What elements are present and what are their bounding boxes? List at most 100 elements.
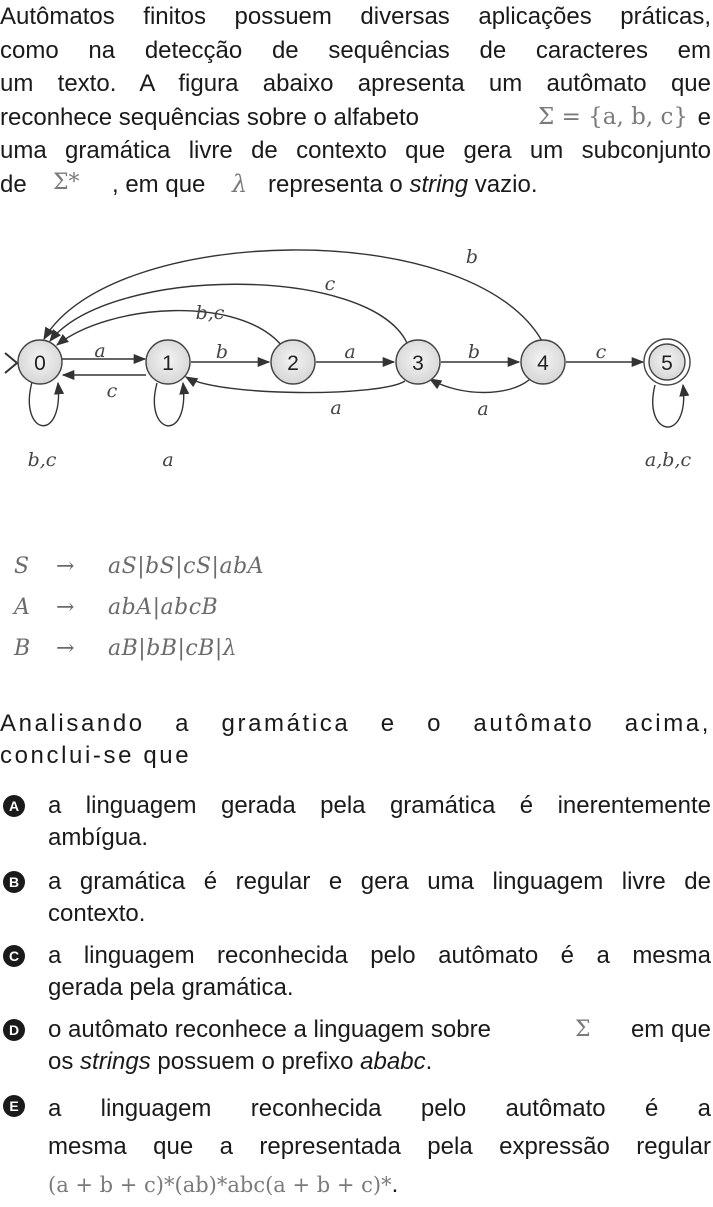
option-b-line-2: contexto. xyxy=(48,900,146,927)
intro-line-1: Autômatos finitos possuem diversas aplic… xyxy=(0,3,711,30)
sigma-star: Σ* xyxy=(53,169,80,195)
option-a[interactable]: A a linguagem gerada pela gramática é in… xyxy=(0,790,713,856)
option-d-os: os xyxy=(48,1048,74,1075)
intro-line-5: uma gramática livre de contexto que gera… xyxy=(0,137,711,164)
option-d[interactable]: D o autômato reconhece a linguagem sobre… xyxy=(0,1014,713,1080)
label-loop-5: a,b,c xyxy=(645,449,692,471)
intro-line-6-tail: representa o string vazio. xyxy=(268,168,538,202)
label-3-0: c xyxy=(325,273,336,295)
option-b-line-1: a gramática é regular e gera uma linguag… xyxy=(48,868,711,895)
question-line-1: Analisando a gramática e o autômato acim… xyxy=(0,710,711,737)
label-3-1: a xyxy=(330,397,341,419)
rule-rhs: aB|bB|cB|λ xyxy=(108,636,238,661)
grammar-rule-s: S → aS|bS|cS|abA xyxy=(14,546,264,587)
state-label-4: 4 xyxy=(537,352,549,375)
state-label-3: 3 xyxy=(412,352,424,375)
edge-3-1 xyxy=(184,376,406,394)
option-c-line-1: a linguagem reconhecida pelo autômato é … xyxy=(48,942,711,969)
state-1 xyxy=(145,339,191,385)
option-e-line-1: a linguagem reconhecida pelo autômato é … xyxy=(48,1095,711,1122)
option-text: o autômato reconhece a linguagem sobre Σ… xyxy=(48,1014,711,1078)
option-badge-b: B xyxy=(3,871,25,893)
rule-lhs: S xyxy=(14,554,30,579)
option-badge-d: D xyxy=(3,1019,25,1041)
option-text: a linguagem reconhecida pelo autômato é … xyxy=(48,1090,711,1204)
label-2-3: a xyxy=(344,341,355,363)
option-text: a gramática é regular e gera uma linguag… xyxy=(48,866,711,930)
option-d-prefix-text: possuem o prefixo xyxy=(157,1048,354,1075)
option-c-line-2: gerada pela gramática. xyxy=(48,974,294,1001)
option-d-line-1: o autômato reconhece a linguagem sobre Σ… xyxy=(48,1014,711,1046)
rule-lhs: B xyxy=(14,636,31,661)
edge-4-3 xyxy=(428,378,531,394)
automaton-diagram: 0 1 2 3 4 5 a c b a b a c a b,c c b b,c … xyxy=(4,246,692,471)
lambda-symbol: λ xyxy=(232,169,248,198)
option-badge-e: E xyxy=(3,1095,25,1117)
intro-line-6: de Σ* , em que λ representa o string vaz… xyxy=(0,168,711,202)
intro-line-6-represents: representa o xyxy=(268,170,403,198)
edge-3-0 xyxy=(49,283,408,344)
grammar-rule-b: B → aB|bB|cB|λ xyxy=(14,628,264,669)
state-5-accepting xyxy=(643,338,691,386)
label-4-5: c xyxy=(596,341,607,363)
intro-line-2: como na detecção de sequências de caract… xyxy=(0,36,711,64)
option-e-line-2: mesma que a representada pela expressão … xyxy=(48,1133,711,1160)
loop-0 xyxy=(28,381,65,427)
option-d-prefix: ababc xyxy=(360,1048,426,1075)
option-d-strings: strings xyxy=(80,1048,151,1075)
intro-paragraph: Autômatos finitos possuem diversas aplic… xyxy=(0,0,711,201)
option-d-text-a: o autômato reconhece a linguagem sobre xyxy=(48,1016,491,1043)
grammar-rules: S → aS|bS|cS|abA A → abA|abcB B → aB|bB|… xyxy=(14,546,264,669)
option-e[interactable]: E a linguagem reconhecida pelo autômato … xyxy=(0,1090,713,1205)
option-text: a linguagem reconhecida pelo autômato é … xyxy=(48,940,711,1004)
state-label-0: 0 xyxy=(34,352,46,375)
label-1-2: b xyxy=(216,341,228,363)
rule-arrow: → xyxy=(56,636,75,661)
edge-2-0 xyxy=(56,309,283,347)
option-b[interactable]: B a gramática é regular e gera uma lingu… xyxy=(0,866,713,932)
intro-line-6-vazio: vazio. xyxy=(474,170,538,198)
label-4-0: b xyxy=(466,246,478,268)
option-a-line-1: a linguagem gerada pela gramática é iner… xyxy=(48,792,711,819)
state-2 xyxy=(270,339,316,385)
option-badge-a: A xyxy=(3,795,25,817)
rule-rhs: abA|abcB xyxy=(108,595,219,620)
state-4 xyxy=(520,339,566,385)
label-4-3: a xyxy=(477,398,488,420)
question-line-2: conclui-se que xyxy=(0,742,192,769)
option-a-line-2: ambígua. xyxy=(48,824,149,851)
state-3 xyxy=(395,339,441,385)
state-label-5: 5 xyxy=(661,352,673,375)
loop-5 xyxy=(652,383,690,428)
option-d-period: . xyxy=(425,1048,433,1075)
option-d-text-b: em que xyxy=(630,1016,711,1043)
label-2-0: b,c xyxy=(196,302,225,324)
option-c[interactable]: C a linguagem reconhecida pelo autômato … xyxy=(0,940,713,1006)
state-label-1: 1 xyxy=(162,352,174,375)
label-0-1: a xyxy=(94,340,105,362)
question-stem: Analisando a gramática e o autômato acim… xyxy=(0,708,711,772)
state-label-2: 2 xyxy=(287,352,299,375)
string-word: string xyxy=(409,170,469,198)
intro-line-4-end: e xyxy=(697,103,711,131)
label-loop-0: b,c xyxy=(28,449,57,471)
rule-rhs: aS|bS|cS|abA xyxy=(108,554,265,579)
option-text: a linguagem gerada pela gramática é iner… xyxy=(48,790,711,854)
start-arrow xyxy=(4,352,19,374)
intro-line-6-de: de xyxy=(0,170,27,198)
alphabet-formula: Σ = {a, b, c} xyxy=(538,103,688,130)
intro-line-4: reconhece sequências sobre o alfabeto Σ … xyxy=(0,101,711,135)
sigma-symbol: Σ xyxy=(575,1017,591,1042)
intro-line-3: um texto. A figura abaixo apresenta um a… xyxy=(0,70,711,97)
state-0 xyxy=(17,339,63,385)
grammar-rule-a: A → abA|abcB xyxy=(14,587,264,628)
option-e-line-3: (a + b + c)*(ab)*abc(a + b + c)*. xyxy=(48,1166,711,1204)
edge-4-0 xyxy=(43,249,543,342)
loop-1 xyxy=(153,381,190,427)
rule-arrow: → xyxy=(56,554,75,579)
label-3-4: b xyxy=(468,341,480,363)
option-e-period: . xyxy=(391,1171,399,1198)
label-loop-1: a xyxy=(162,449,173,471)
option-badge-c: C xyxy=(3,945,25,967)
rule-lhs: A xyxy=(14,595,30,620)
